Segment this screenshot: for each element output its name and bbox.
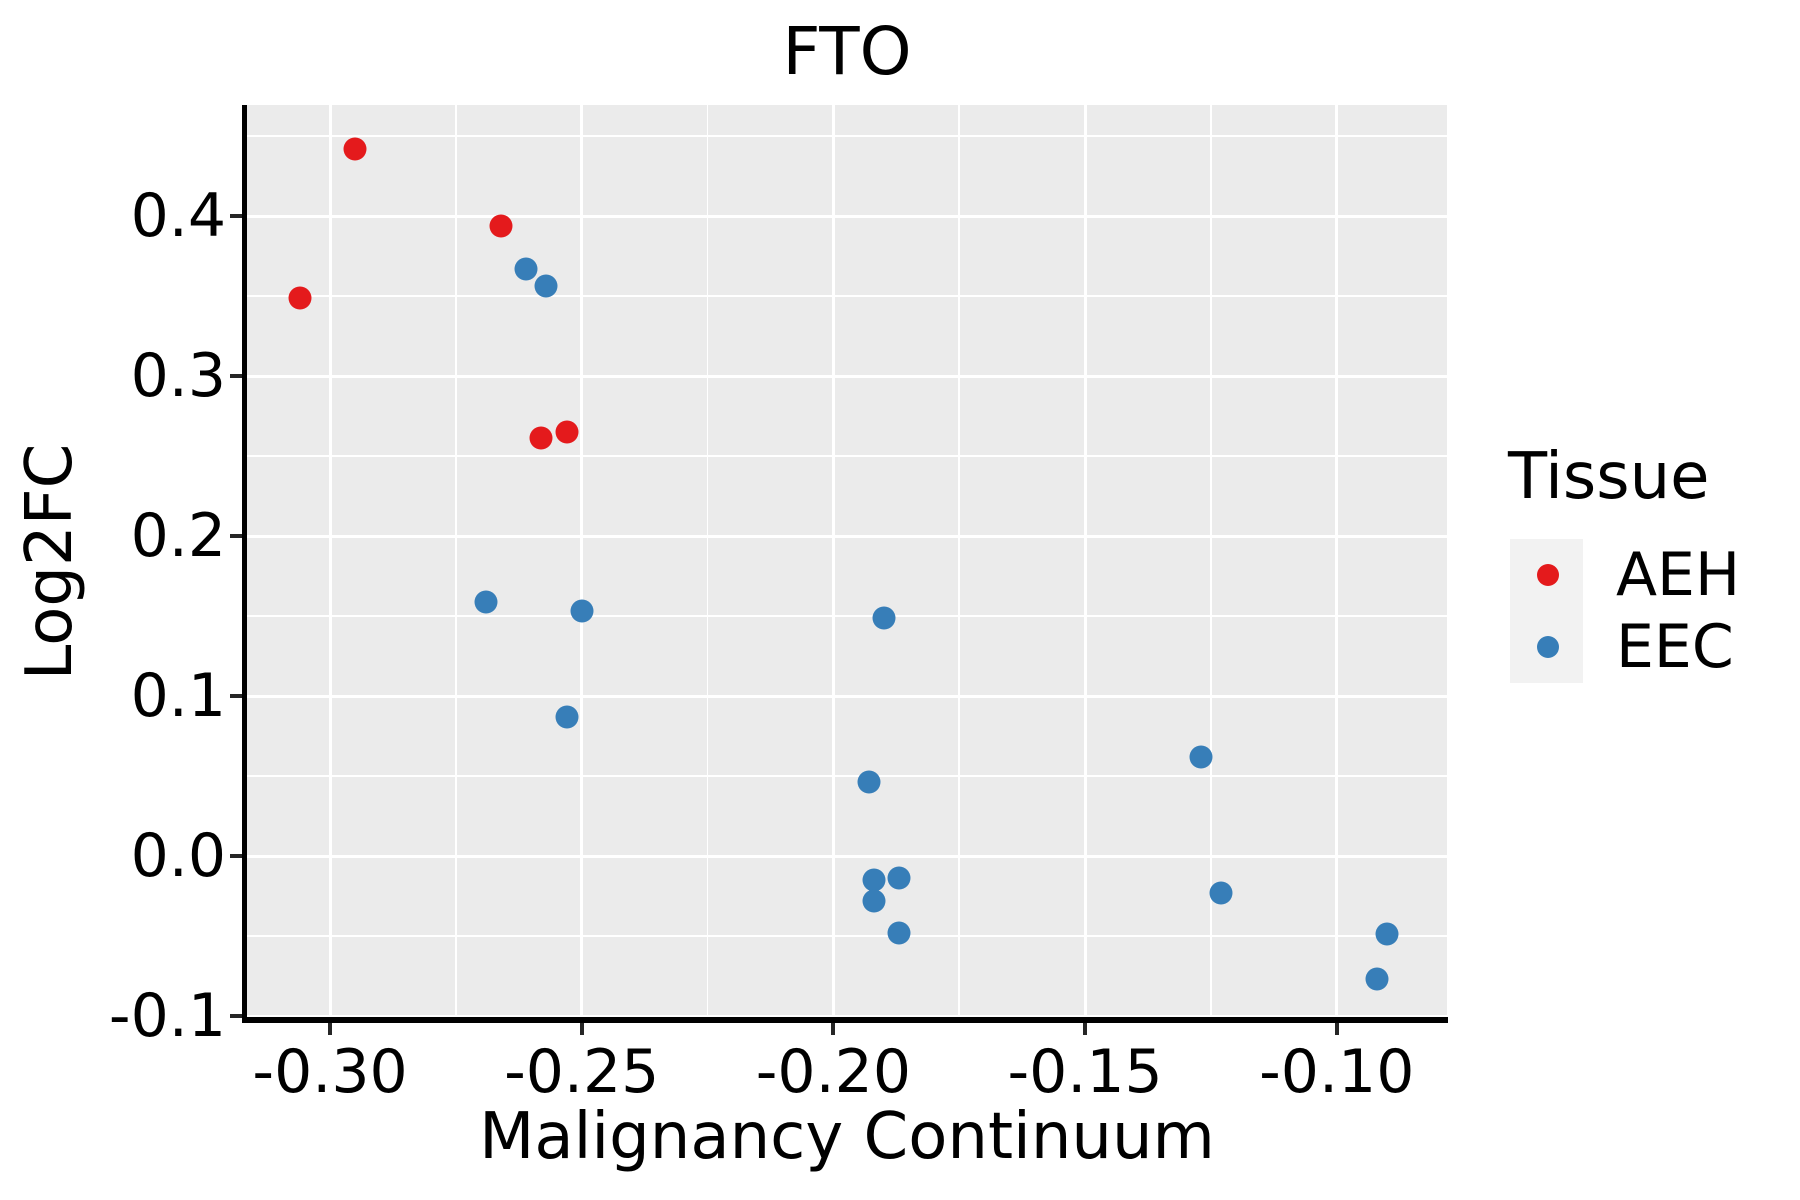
- data-point-aeh: [343, 137, 367, 161]
- major-gridline: [328, 105, 332, 1020]
- y-tick-mark: [230, 374, 242, 379]
- y-tick-mark: [230, 694, 242, 698]
- legend-key-box: [1510, 539, 1583, 611]
- y-tick-label: 0.0: [130, 821, 226, 891]
- major-gridline: [247, 1014, 1447, 1018]
- legend-swatch-aeh-icon: [1537, 564, 1559, 586]
- legend-entry-eec: EEC: [1508, 611, 1788, 683]
- y-tick-label: 0.3: [130, 341, 226, 412]
- x-axis-title: Malignancy Continuum: [479, 1100, 1215, 1174]
- data-point-aeh: [489, 214, 513, 238]
- x-tick-mark: [1334, 1023, 1339, 1035]
- y-tick-mark: [230, 1014, 242, 1018]
- major-gridline: [247, 694, 1447, 698]
- y-tick-label: 0.4: [130, 181, 226, 252]
- minor-gridline: [455, 105, 457, 1020]
- data-point-eec: [862, 889, 886, 913]
- data-point-eec: [857, 770, 881, 794]
- minor-gridline: [247, 295, 1447, 297]
- data-point-aeh: [555, 420, 579, 444]
- x-tick-label: -0.15: [1007, 1037, 1163, 1107]
- x-tick-label: -0.20: [755, 1037, 912, 1107]
- major-gridline: [580, 105, 584, 1020]
- data-point-eec: [570, 599, 594, 623]
- legend-label: EEC: [1616, 612, 1734, 682]
- data-point-eec: [555, 705, 579, 729]
- x-tick-mark: [831, 1023, 836, 1035]
- legend-entry-aeh: AEH: [1508, 539, 1788, 611]
- minor-gridline: [247, 775, 1447, 777]
- data-point-eec: [887, 866, 911, 890]
- y-tick-label: 0.2: [130, 501, 226, 572]
- x-tick-mark: [1083, 1023, 1088, 1035]
- chart-title: FTO: [782, 13, 912, 90]
- legend: Tissue AEH EEC: [1508, 445, 1788, 683]
- minor-gridline: [958, 105, 960, 1020]
- legend-key-box: [1510, 611, 1583, 683]
- major-gridline: [1335, 105, 1339, 1020]
- x-tick-label: -0.25: [504, 1037, 660, 1107]
- data-point-eec: [862, 868, 886, 892]
- major-gridline: [1083, 105, 1087, 1020]
- data-point-eec: [1375, 922, 1399, 946]
- x-tick-mark: [328, 1023, 333, 1035]
- minor-gridline: [247, 615, 1447, 617]
- major-gridline: [247, 534, 1447, 538]
- major-gridline: [247, 374, 1447, 378]
- data-point-eec: [1365, 967, 1389, 991]
- x-axis-line: [242, 1017, 1448, 1023]
- major-gridline: [247, 854, 1447, 858]
- minor-gridline: [247, 455, 1447, 457]
- y-tick-mark: [230, 214, 242, 219]
- y-tick-mark: [230, 854, 242, 858]
- data-point-eec: [474, 590, 498, 614]
- x-tick-label: -0.30: [252, 1037, 408, 1107]
- plot-panel: [247, 105, 1447, 1020]
- y-axis-line: [242, 105, 247, 1023]
- data-point-eec: [872, 606, 896, 630]
- data-point-eec: [887, 921, 911, 945]
- minor-gridline: [1210, 105, 1212, 1020]
- data-point-aeh: [288, 286, 312, 310]
- legend-swatch-eec-icon: [1537, 636, 1559, 658]
- minor-gridline: [706, 105, 709, 1020]
- major-gridline: [831, 105, 835, 1020]
- data-point-aeh: [529, 426, 553, 450]
- major-gridline: [247, 214, 1447, 218]
- x-tick-label: -0.10: [1259, 1037, 1415, 1107]
- x-tick-mark: [579, 1023, 584, 1035]
- data-point-eec: [1209, 881, 1233, 905]
- y-tick-mark: [230, 534, 242, 539]
- data-point-eec: [514, 257, 538, 281]
- data-point-eec: [534, 274, 558, 298]
- minor-gridline: [247, 935, 1447, 937]
- y-tick-label: -0.1: [108, 981, 226, 1051]
- y-tick-label: 0.1: [130, 661, 226, 731]
- legend-title: Tissue: [1508, 440, 1710, 514]
- legend-label: AEH: [1616, 540, 1741, 610]
- data-point-eec: [1189, 745, 1213, 769]
- minor-gridline: [247, 135, 1447, 137]
